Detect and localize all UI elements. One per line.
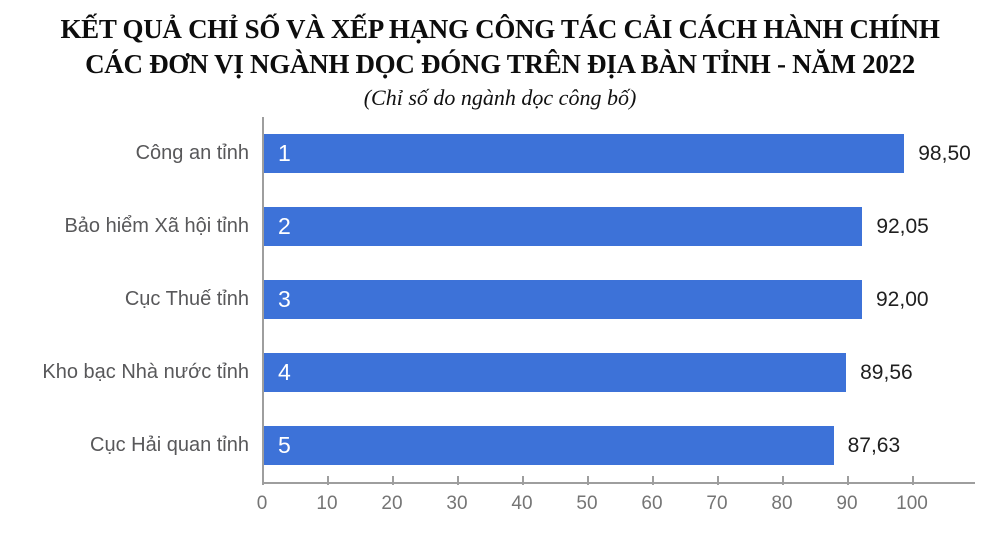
x-axis-line [262, 482, 975, 484]
category-label: Bảo hiểm Xã hội tỉnh [64, 215, 249, 237]
chart-row: Bảo hiểm Xã hội tỉnh 2 92,05 [0, 190, 1000, 263]
chart-row: Kho bạc Nhà nước tỉnh 4 89,56 [0, 336, 1000, 409]
rank-label: 2 [278, 213, 291, 239]
value-label: 98,50 [918, 141, 971, 165]
rank-label: 3 [278, 286, 291, 312]
x-axis-tick-label: 70 [706, 493, 728, 514]
bar-zone: 2 92,05 [262, 190, 1000, 263]
bar-rows: Công an tỉnh 1 98,50 Bảo hiểm Xã hội tỉnh 2 9… [0, 117, 1000, 482]
category-label: Cục Thuế tỉnh [124, 288, 249, 310]
x-axis-tick [782, 476, 784, 485]
chart-row: Cục Thuế tỉnh 3 92,00 [0, 263, 1000, 336]
chart-subtitle: (Chỉ số do ngành dọc công bố) [363, 85, 637, 110]
value-label: 87,63 [847, 433, 901, 457]
value-label: 92,05 [876, 214, 929, 238]
x-axis-tick-label: 10 [316, 493, 338, 514]
bar-zone: 5 87,63 [262, 409, 1000, 482]
x-axis-tick [717, 476, 719, 485]
rank-label: 4 [278, 359, 291, 385]
x-axis-tick-label: 40 [511, 493, 533, 514]
chart-title-line2: CÁC ĐƠN VỊ NGÀNH DỌC ĐÓNG TRÊN ĐỊA BÀN T… [85, 49, 915, 79]
x-axis-tick [912, 476, 914, 485]
chart-row: Công an tỉnh 1 98,50 [0, 117, 1000, 190]
x-axis-tick [652, 476, 654, 485]
x-axis-tick [262, 476, 264, 485]
x-axis-tick [847, 476, 849, 485]
chart-title-line1: KẾT QUẢ CHỈ SỐ VÀ XẾP HẠNG CÔNG TÁC CẢI … [60, 14, 940, 44]
x-axis-tick [392, 476, 394, 485]
bar: 1 [264, 134, 905, 173]
x-axis-tick-label: 0 [256, 493, 268, 514]
rank-label: 5 [278, 432, 291, 458]
x-axis-tick-label: 30 [446, 493, 468, 514]
x-axis-tick [522, 476, 524, 485]
bar-zone: 3 92,00 [262, 263, 1000, 336]
x-axis-tick-label: 20 [381, 493, 403, 514]
x-axis-tick-label: 80 [771, 493, 793, 514]
category-label: Cục Hải quan tỉnh [90, 434, 249, 456]
bar: 5 [264, 426, 834, 465]
x-axis: 0 10 20 30 40 50 60 70 80 90 100 [0, 476, 1000, 527]
x-axis-zone: 0 10 20 30 40 50 60 70 80 90 100 [257, 476, 1000, 527]
x-axis-tick [327, 476, 329, 485]
bar: 2 [264, 207, 863, 246]
bar: 3 [264, 280, 862, 319]
value-label: 89,56 [860, 360, 913, 384]
bar: 4 [264, 353, 847, 392]
bar-zone: 1 98,50 [262, 117, 1000, 190]
chart-title: KẾT QUẢ CHỈ SỐ VÀ XẾP HẠNG CÔNG TÁC CẢI … [0, 0, 1000, 82]
bar-zone: 4 89,56 [262, 336, 1000, 409]
bar-chart: Công an tỉnh 1 98,50 Bảo hiểm Xã hội tỉnh 2 9… [0, 117, 1000, 527]
category-label: Công an tỉnh [135, 142, 249, 164]
x-axis-spacer [0, 482, 262, 527]
rank-label: 1 [278, 140, 291, 166]
x-axis-tick-label: 90 [836, 493, 858, 514]
x-axis-tick-label: 100 [896, 493, 928, 514]
x-axis-tick-label: 60 [641, 493, 663, 514]
value-label: 92,00 [876, 287, 929, 311]
chart-row: Cục Hải quan tỉnh 5 87,63 [0, 409, 1000, 482]
x-axis-tick [587, 476, 589, 485]
x-axis-tick [457, 476, 459, 485]
category-label: Kho bạc Nhà nước tỉnh [42, 361, 249, 383]
x-axis-tick-label: 50 [576, 493, 598, 514]
